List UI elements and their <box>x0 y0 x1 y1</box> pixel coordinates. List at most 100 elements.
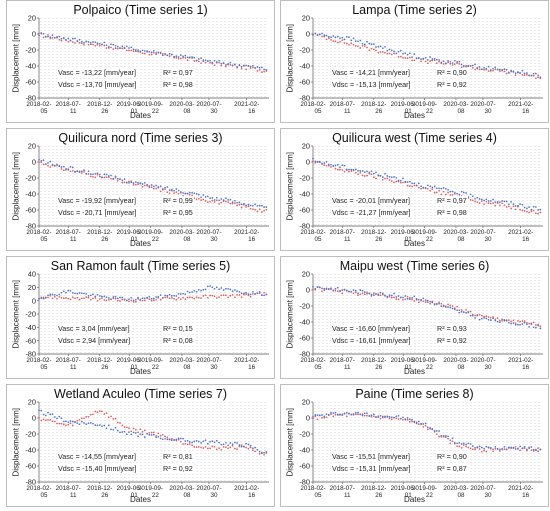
data-point <box>71 424 74 427</box>
data-point <box>197 193 200 196</box>
data-point <box>375 46 377 48</box>
data-point <box>159 51 162 54</box>
data-point <box>476 446 479 449</box>
data-point <box>350 42 353 45</box>
data-point <box>390 49 393 52</box>
data-point <box>471 445 474 447</box>
data-point <box>188 296 191 299</box>
data-point <box>431 188 434 191</box>
data-point <box>141 183 144 185</box>
data-point <box>433 430 436 432</box>
data-point <box>213 64 216 67</box>
data-point <box>65 297 67 299</box>
data-point <box>132 50 135 52</box>
data-point <box>166 294 169 297</box>
data-point <box>200 442 202 444</box>
y-tick-label: 40 <box>28 270 36 279</box>
data-point <box>404 298 407 301</box>
data-point <box>215 448 218 451</box>
data-point <box>170 439 173 442</box>
data-point <box>47 411 49 414</box>
data-point <box>483 67 485 69</box>
data-point <box>539 448 542 451</box>
data-point <box>510 69 512 72</box>
data-point <box>204 439 207 442</box>
data-point <box>240 292 243 295</box>
x-tick-label: 2021-02-16 <box>234 485 259 499</box>
x-tick-label: 2020-07-30 <box>470 101 495 115</box>
x-tick-label: 2020-03-08 <box>443 485 468 499</box>
data-point <box>357 292 359 295</box>
data-point <box>206 285 209 288</box>
data-point <box>107 297 110 299</box>
data-point <box>143 182 146 184</box>
data-point <box>537 74 539 77</box>
data-point <box>510 320 512 323</box>
data-point <box>411 56 413 58</box>
data-point <box>137 435 139 438</box>
data-point <box>458 193 461 196</box>
data-point <box>92 413 94 416</box>
data-point <box>408 180 411 183</box>
data-point <box>121 181 124 184</box>
y-tick-label: -20 <box>299 46 310 55</box>
x-tick-label: 2018-07-11 <box>330 101 355 115</box>
data-point <box>390 176 393 179</box>
data-point <box>424 422 427 425</box>
y-tick-label: -60 <box>25 462 36 471</box>
data-point <box>87 422 90 425</box>
chart-panel-4: Quilicura west (Time series 4) Displacem… <box>280 128 549 251</box>
data-point <box>476 67 479 70</box>
data-point <box>56 422 58 425</box>
data-point <box>229 61 232 64</box>
data-point <box>442 187 445 189</box>
data-point <box>74 37 76 40</box>
data-point <box>76 296 79 299</box>
data-point <box>87 295 90 297</box>
data-point <box>357 413 359 416</box>
data-point <box>352 289 355 291</box>
data-point <box>323 162 326 164</box>
data-point <box>512 203 515 205</box>
data-point <box>519 208 521 211</box>
data-point <box>519 449 521 452</box>
data-point <box>523 321 526 324</box>
data-point <box>177 437 180 440</box>
data-point <box>505 448 508 451</box>
data-point <box>98 173 101 176</box>
data-point <box>236 204 238 207</box>
data-point <box>98 410 101 412</box>
data-point <box>438 302 440 305</box>
data-point <box>114 426 117 429</box>
x-tick-label: 2018-02-05 <box>300 357 325 371</box>
data-point <box>179 440 182 443</box>
data-point <box>532 448 535 451</box>
data-point <box>325 416 328 419</box>
data-point <box>361 292 364 295</box>
data-point <box>363 291 366 293</box>
data-point <box>220 62 223 65</box>
data-point <box>252 208 254 211</box>
data-point <box>234 447 236 450</box>
data-point <box>222 62 225 64</box>
data-point <box>467 65 470 68</box>
data-point <box>478 198 481 200</box>
data-point <box>465 312 467 314</box>
data-point <box>402 52 404 55</box>
data-point <box>517 71 519 74</box>
data-point <box>316 160 319 163</box>
data-point <box>105 44 108 47</box>
data-point <box>433 303 436 306</box>
data-point <box>431 186 434 189</box>
plot-svg: 200-20-40-60-802018-02-052018-07-112018-… <box>299 142 543 243</box>
data-point <box>327 165 330 167</box>
data-point <box>435 302 438 305</box>
data-point <box>451 437 454 440</box>
data-point <box>478 66 481 68</box>
data-point <box>215 61 218 63</box>
data-point <box>204 200 207 202</box>
data-point <box>195 290 198 293</box>
data-point <box>496 320 499 323</box>
data-point <box>514 72 517 75</box>
data-point <box>263 451 265 454</box>
